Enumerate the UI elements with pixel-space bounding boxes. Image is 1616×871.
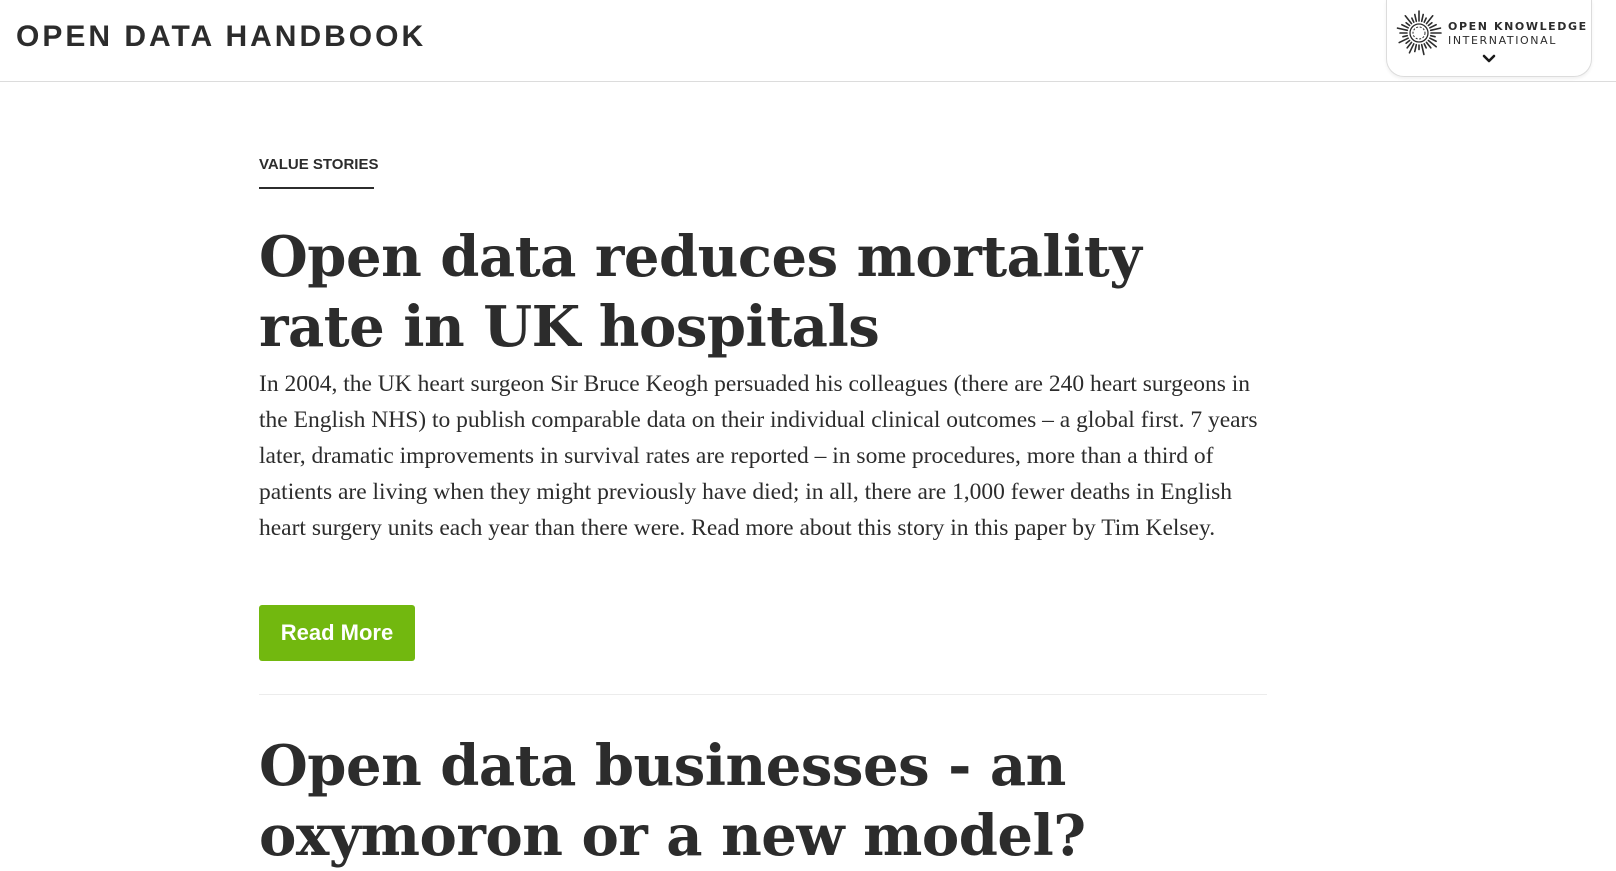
- story-divider: [259, 694, 1267, 695]
- read-more-button[interactable]: Read More: [259, 605, 415, 661]
- sunburst-logo-icon: [1396, 10, 1442, 56]
- site-title-link[interactable]: OPEN DATA HANDBOOK: [16, 20, 427, 53]
- org-name-line-1: OPEN KNOWLEDGE: [1448, 20, 1588, 33]
- section-label: VALUE STORIES: [259, 156, 379, 173]
- section-label-underline: [259, 187, 374, 189]
- story-title: Open data reduces mortality rate in UK h…: [259, 224, 1142, 360]
- story-body: In 2004, the UK heart surgeon Sir Bruce …: [259, 371, 1258, 541]
- org-name-line-2: INTERNATIONAL: [1448, 34, 1557, 47]
- site-header: OPEN DATA HANDBOOK OPEN KNOWLEDGE INTERN…: [0, 0, 1616, 82]
- chevron-down-icon: [1482, 54, 1496, 63]
- story-title: Open data businesses - an oxymoron or a …: [259, 733, 1086, 869]
- org-menu-toggle[interactable]: OPEN KNOWLEDGE INTERNATIONAL: [1386, 0, 1592, 77]
